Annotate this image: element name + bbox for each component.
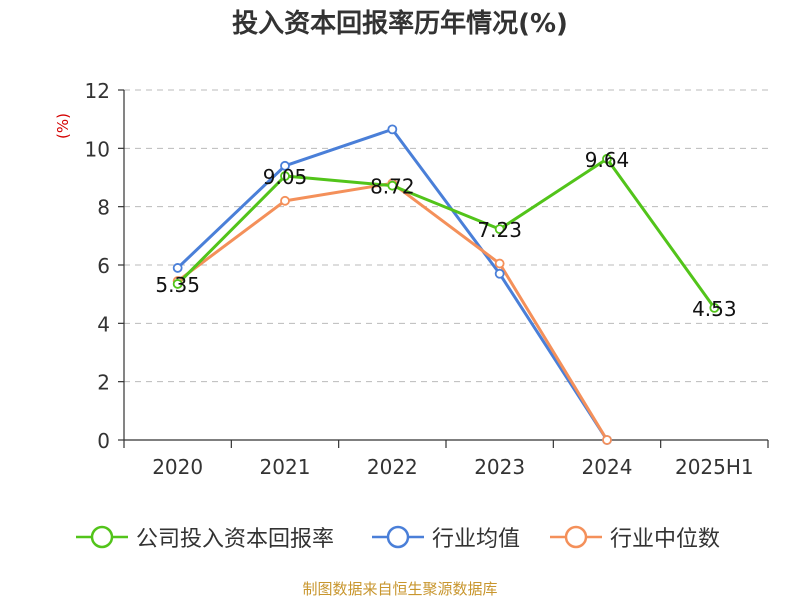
data-label: 4.53 <box>692 297 737 321</box>
data-label: 5.35 <box>155 273 200 297</box>
data-point <box>602 153 612 164</box>
y-axis-label: (%) <box>54 113 72 139</box>
data-point <box>602 435 612 445</box>
legend-item-industry-mean[interactable]: 行业均值 <box>372 519 520 555</box>
data-point <box>280 195 290 206</box>
data-point <box>709 302 720 313</box>
data-points <box>172 124 720 445</box>
series-line <box>176 157 716 309</box>
legend-line-marker-icon <box>372 525 424 549</box>
data-point <box>280 160 290 171</box>
y-tick-label: 2 <box>97 371 110 395</box>
y-tick-label: 0 <box>97 429 110 453</box>
data-point <box>387 124 398 135</box>
axes: 0 2 4 6 8 10 12 2020 2021 2022 2023 2024 2025H1 <box>85 79 769 479</box>
data-point <box>387 180 398 191</box>
data-label: 9.64 <box>585 148 630 172</box>
legend-label: 行业中位数 <box>610 527 721 552</box>
series-lines <box>176 127 716 441</box>
legend: 公司投入资本回报率 行业均值 行业中位数 <box>0 519 800 555</box>
data-point <box>172 263 183 273</box>
legend-item-industry-median[interactable]: 行业中位数 <box>550 519 720 555</box>
legend-line-marker-icon <box>550 525 602 549</box>
series-line <box>176 181 609 441</box>
x-tick-label: 2020 <box>152 455 203 479</box>
x-tick-label: 2021 <box>260 455 311 479</box>
legend-label: 行业均值 <box>432 527 521 552</box>
data-label: 8.72 <box>370 175 415 199</box>
data-point <box>280 171 290 181</box>
y-tick-label: 8 <box>97 196 110 220</box>
y-tick-label: 4 <box>97 312 110 336</box>
grid-lines <box>124 89 768 383</box>
source-note: 制图数据来自恒生聚源数据库 <box>302 580 498 598</box>
legend-item-company-roic[interactable]: 公司投入资本回报率 <box>76 519 334 555</box>
y-tick-label: 6 <box>97 254 110 278</box>
data-point <box>494 224 505 235</box>
chart-title: 投入资本回报率历年情况(%) <box>232 9 568 39</box>
x-tick-label: 2023 <box>474 455 525 479</box>
y-tick-label: 12 <box>85 79 110 103</box>
legend-label: 公司投入资本回报率 <box>136 527 335 552</box>
data-point <box>494 268 505 279</box>
x-tick-label: 2025H1 <box>675 455 754 479</box>
legend-line-marker-icon <box>76 525 128 549</box>
data-label: 9.05 <box>263 165 308 189</box>
data-point <box>172 279 183 289</box>
line-chart: 0 2 4 6 8 10 12 2020 2021 2022 2023 2024 2025H1 5.35… <box>54 79 769 479</box>
x-tick-label: 2024 <box>582 455 633 479</box>
x-tick-label: 2022 <box>367 455 418 479</box>
y-tick-label: 10 <box>85 137 110 161</box>
data-labels: 5.35 9.05 8.72 7.23 9.64 4.53 <box>155 148 736 321</box>
data-label: 7.23 <box>477 218 522 242</box>
data-point <box>494 258 505 269</box>
